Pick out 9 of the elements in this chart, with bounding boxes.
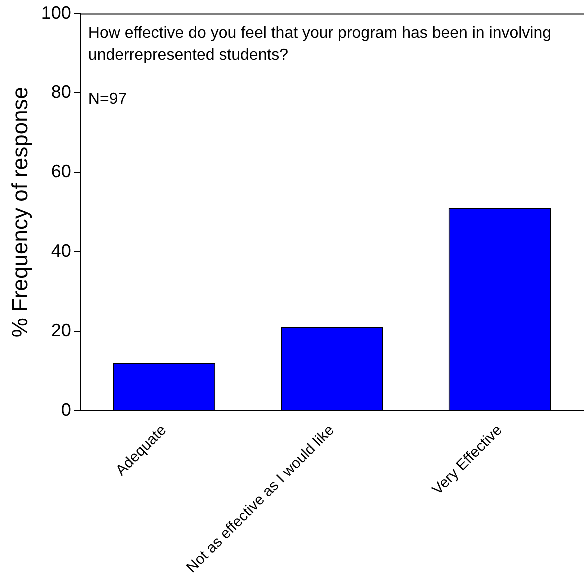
y-tick-label: 20 bbox=[51, 320, 72, 340]
y-tick-label: 100 bbox=[41, 2, 72, 23]
y-tick-label: 60 bbox=[51, 162, 72, 182]
y-axis-title: % Frequency of response bbox=[7, 86, 32, 338]
y-tick-label: 80 bbox=[51, 82, 72, 102]
y-tick-label: 0 bbox=[61, 400, 72, 420]
y-tick-label: 40 bbox=[51, 240, 72, 261]
annotation: N=97 bbox=[88, 91, 128, 108]
annotation: How effective do you feel that your program has been in involving underrepresented students? bbox=[88, 25, 552, 64]
